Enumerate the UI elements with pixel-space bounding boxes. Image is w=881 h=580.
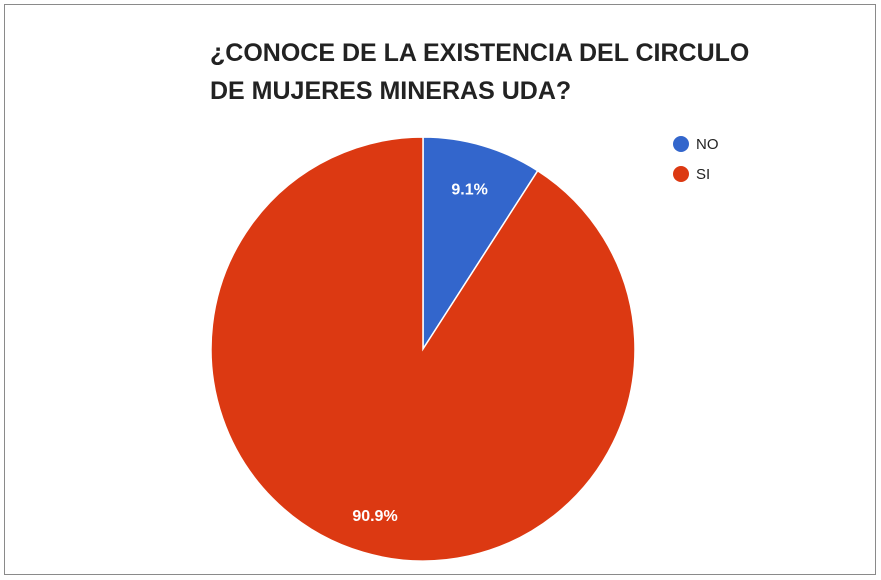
chart-title: ¿CONOCE DE LA EXISTENCIA DEL CIRCULO DE …: [210, 34, 850, 110]
chart-title-line-1: ¿CONOCE DE LA EXISTENCIA DEL CIRCULO: [210, 39, 750, 67]
legend-item-no[interactable]: NO: [673, 134, 719, 154]
pie-slice-no[interactable]: [422, 136, 539, 352]
pie-slice-si[interactable]: [210, 136, 636, 562]
legend-label-no: NO: [696, 135, 719, 153]
legend-swatch-no: [673, 136, 689, 152]
legend: NO SI: [673, 134, 719, 194]
slice-label-si: 90.9%: [352, 508, 397, 525]
legend-label-si: SI: [696, 165, 711, 183]
legend-item-si[interactable]: SI: [673, 164, 719, 184]
slice-label-no: 9.1%: [451, 182, 487, 199]
chart-title-line-2: DE MUJERES MINERAS UDA?: [210, 77, 572, 105]
legend-swatch-si: [673, 166, 689, 182]
